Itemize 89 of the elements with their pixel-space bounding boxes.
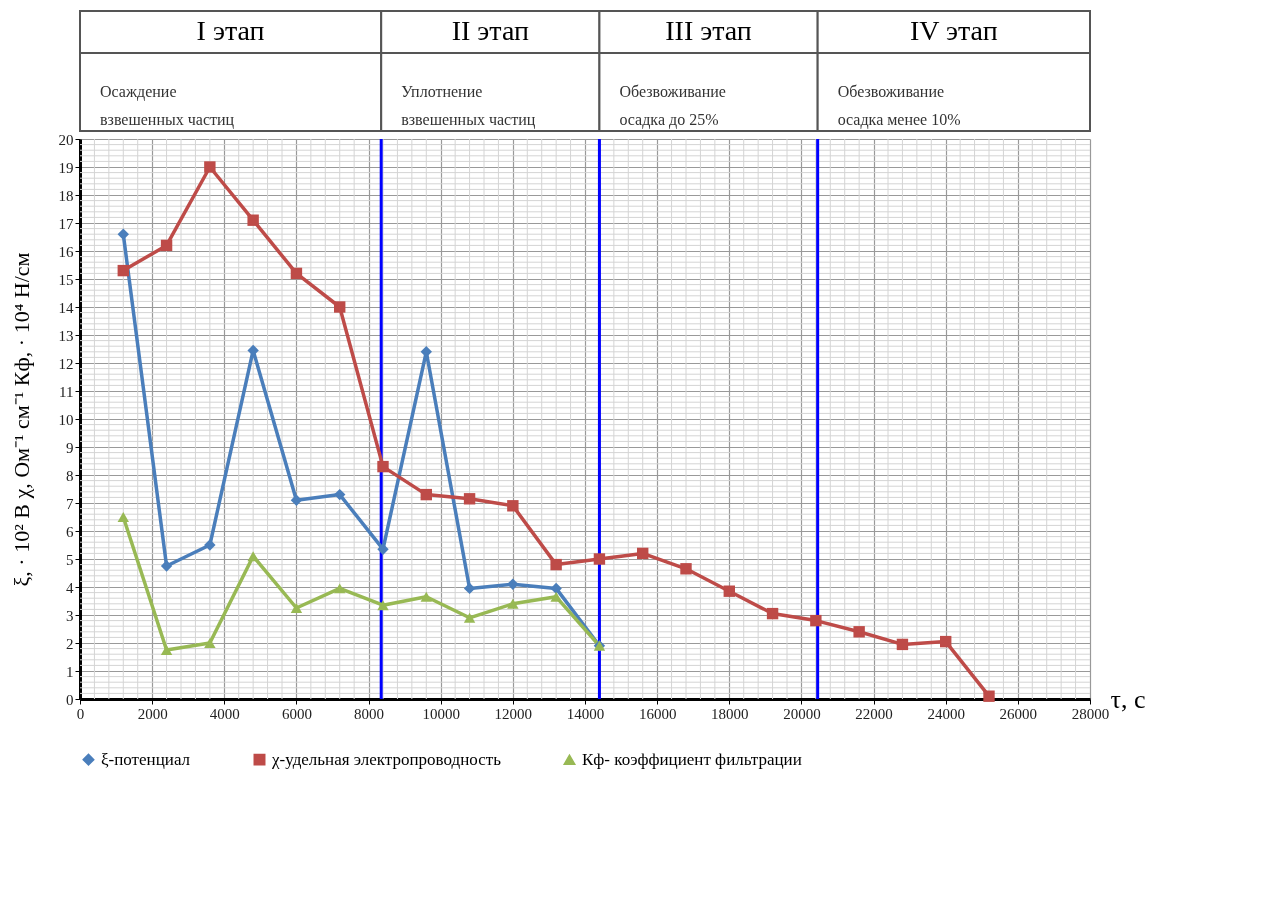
- y-tick-label: 5: [66, 551, 74, 568]
- point: [204, 161, 216, 173]
- text: Обезвоживание осадка менее 10%: [837, 83, 961, 129]
- point: [420, 591, 432, 602]
- y-tick-label: 14: [58, 299, 74, 316]
- y-tick-label: 9: [66, 439, 74, 456]
- point: [463, 582, 476, 595]
- x-tick-label: 24000: [927, 705, 965, 722]
- point: [204, 638, 216, 648]
- x-tick-label: 6000: [281, 705, 312, 722]
- point: [160, 645, 173, 655]
- x-tick-label: 26000: [999, 705, 1038, 722]
- point: [334, 583, 346, 594]
- x-tick-label: 10000: [422, 705, 460, 722]
- text: II этап: [451, 15, 529, 46]
- legend-label: χ-удельная электропроводность: [271, 749, 502, 769]
- y-axis-title: ξ, · 10² В χ, Ом⁻¹ см⁻¹ Кф, · 10⁴ Н/см: [8, 252, 34, 587]
- y-tick-label: 3: [66, 607, 74, 624]
- point: [117, 228, 129, 240]
- point: [463, 612, 476, 623]
- y-tick-label: 2: [66, 635, 74, 652]
- point: [160, 239, 173, 252]
- y-tick-label: 0: [66, 691, 74, 708]
- y-tick-label: 13: [58, 327, 74, 344]
- point: [507, 578, 519, 590]
- x-tick-label: 8000: [354, 705, 385, 722]
- y-tick-label: 17: [58, 215, 74, 232]
- point: [637, 547, 649, 560]
- legend-label: Кф- коэффициент фильтрации: [582, 749, 802, 769]
- x-tick-label: 20000: [783, 705, 821, 722]
- x-tick-label: 2000: [137, 705, 168, 722]
- x-axis-title: τ, с: [1110, 684, 1146, 714]
- point: [117, 264, 129, 277]
- y-tick-label: 4: [66, 579, 74, 596]
- y-tick-label: 12: [58, 355, 74, 372]
- point: [377, 460, 389, 473]
- point: [507, 598, 519, 609]
- y-tick-label: 8: [66, 467, 74, 484]
- x-tick-label: 12000: [494, 705, 533, 722]
- y-tick-label: 20: [58, 131, 74, 148]
- point: [117, 512, 129, 522]
- point: [550, 558, 562, 571]
- x-tick-label: 22000: [855, 705, 893, 722]
- point: [983, 690, 995, 702]
- point: [810, 614, 822, 627]
- point: [420, 488, 432, 501]
- point: [853, 626, 865, 638]
- point: [334, 301, 346, 313]
- point: [334, 488, 346, 501]
- y-tick-label: 16: [58, 243, 74, 260]
- y-tick-label: 10: [58, 411, 74, 428]
- text: Обезвоживание осадка до 25%: [619, 83, 726, 129]
- point: [290, 603, 303, 613]
- y-tick-label: 6: [66, 523, 74, 540]
- point: [550, 582, 562, 595]
- x-tick-label: 4000: [209, 705, 240, 722]
- y-tick-label: 11: [59, 383, 74, 400]
- point: [723, 585, 735, 597]
- text: III этап: [665, 15, 752, 46]
- text: IV этап: [909, 15, 998, 46]
- x-tick-label: 18000: [711, 705, 749, 722]
- point: [377, 600, 389, 611]
- point: [290, 267, 303, 280]
- y-tick-label: 7: [66, 495, 74, 512]
- x-tick-label: 14000: [566, 705, 605, 722]
- text: I этап: [196, 15, 265, 46]
- point: [204, 539, 216, 551]
- point: [680, 563, 692, 575]
- point: [160, 560, 173, 572]
- text: Осаждение взвешенных частиц: [100, 83, 235, 129]
- x-tick-label: 28000: [1071, 705, 1110, 722]
- point: [247, 214, 259, 226]
- y-tick-label: 18: [58, 187, 74, 204]
- legend-label: ξ-потенциал: [101, 749, 191, 769]
- point: [593, 553, 606, 565]
- point: [290, 494, 303, 506]
- text: Уплотнение взвешенных частиц: [401, 83, 536, 129]
- point: [247, 551, 259, 562]
- point: [940, 635, 952, 648]
- point: [507, 500, 519, 512]
- y-tick-label: 15: [58, 271, 74, 288]
- point: [766, 607, 779, 620]
- point: [463, 493, 476, 505]
- point: [550, 591, 562, 602]
- y-tick-label: 1: [66, 663, 74, 680]
- y-tick-label: 19: [58, 159, 74, 176]
- point: [377, 543, 389, 555]
- point: [896, 638, 909, 651]
- x-tick-label: 16000: [638, 705, 677, 722]
